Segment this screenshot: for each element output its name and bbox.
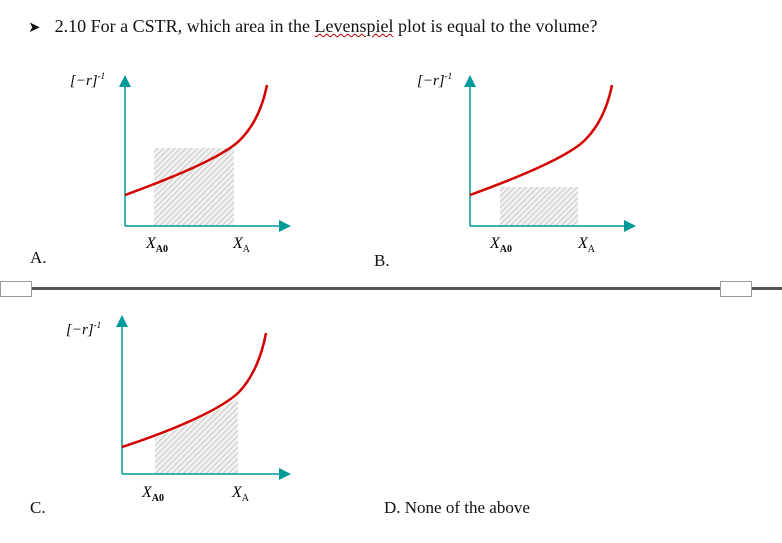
plot-c-shaded-area xyxy=(155,398,238,474)
plot-c-xa-label: XA xyxy=(231,484,250,504)
plot-b-x0-label: XA0 xyxy=(489,235,512,255)
plot-c-x0-label: XA0 xyxy=(141,484,164,504)
plot-a: [−r]-1 XA0 XA xyxy=(70,71,291,255)
plot-b: [−r]-1 XA0 XA xyxy=(417,71,636,255)
plot-a-shaded-area xyxy=(154,148,234,226)
plot-b-shaded-area xyxy=(500,187,578,226)
page-divider xyxy=(0,287,782,290)
plot-b-xa-label: XA xyxy=(577,235,596,255)
plot-a-xa-label: XA xyxy=(232,235,251,255)
left-divider-handle[interactable] xyxy=(0,281,32,297)
question-prefix: 2.10 For a CSTR, which area in the xyxy=(54,16,315,36)
plot-a-y-label: [−r]-1 xyxy=(70,71,105,89)
option-a-label: A. xyxy=(30,248,47,267)
option-b-label: B. xyxy=(374,251,390,270)
right-divider-handle[interactable] xyxy=(720,281,752,297)
arrow-bullet-icon: ➤ xyxy=(28,20,41,36)
option-d-label: D. None of the above xyxy=(384,498,530,517)
plot-c-curve xyxy=(121,332,268,449)
question-text: ➤ 2.10 For a CSTR, which area in the Leve… xyxy=(28,16,598,37)
plot-c: [−r]-1 XA0 XA xyxy=(66,315,291,504)
plot-b-y-label: [−r]-1 xyxy=(417,71,452,89)
plot-c-y-label: [−r]-1 xyxy=(66,320,101,338)
plot-a-curve xyxy=(124,84,269,197)
question-underlined-word: Levenspiel xyxy=(314,16,394,36)
question-suffix: plot is equal to the volume? xyxy=(393,16,598,36)
plot-b-curve xyxy=(469,84,614,197)
plot-a-x0-label: XA0 xyxy=(145,235,168,255)
option-c-label: C. xyxy=(30,498,46,517)
